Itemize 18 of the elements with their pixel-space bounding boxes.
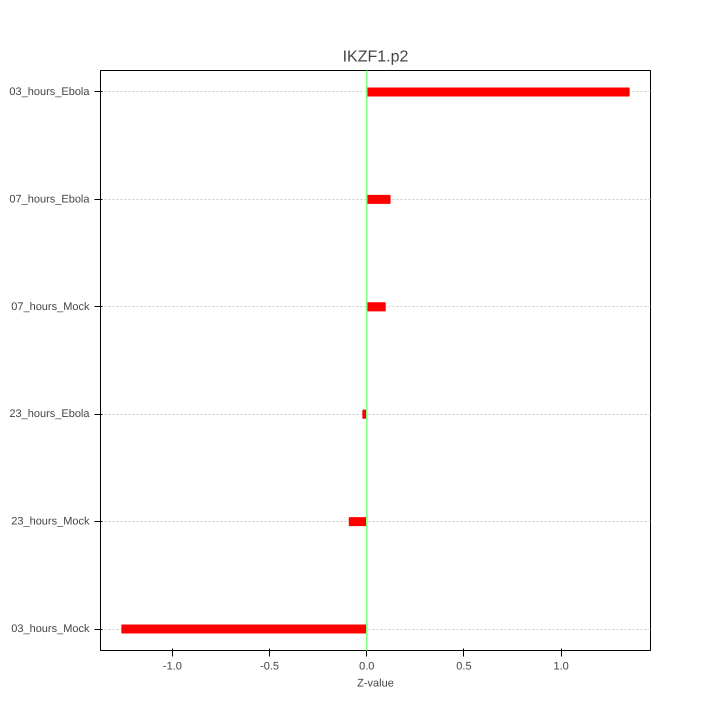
- bar: [366, 194, 391, 204]
- y-tick-label: 23_hours_Mock: [11, 516, 90, 528]
- x-axis-title: Z-value: [357, 678, 394, 690]
- chart-title: IKZF1.p2: [342, 48, 409, 66]
- bar: [348, 517, 368, 526]
- y-tick-label: 07_hours_Mock: [11, 300, 90, 313]
- y-tick-label: 03_hours_Mock: [11, 623, 90, 636]
- x-tick-label: 0.0: [359, 660, 374, 672]
- x-tick-label: 1.0: [553, 660, 569, 672]
- x-tick-label: 0.5: [456, 660, 472, 672]
- bar: [366, 302, 386, 312]
- y-tick-label: 23_hours_Ebola: [9, 408, 90, 420]
- bar: [121, 624, 368, 634]
- x-tick-label: -1.0: [162, 660, 182, 672]
- y-tick-label: 07_hours_Ebola: [9, 193, 90, 206]
- x-tick-label: -0.5: [260, 660, 280, 672]
- y-tick-label: 03_hours_Ebola: [9, 86, 90, 98]
- bar: [366, 87, 630, 97]
